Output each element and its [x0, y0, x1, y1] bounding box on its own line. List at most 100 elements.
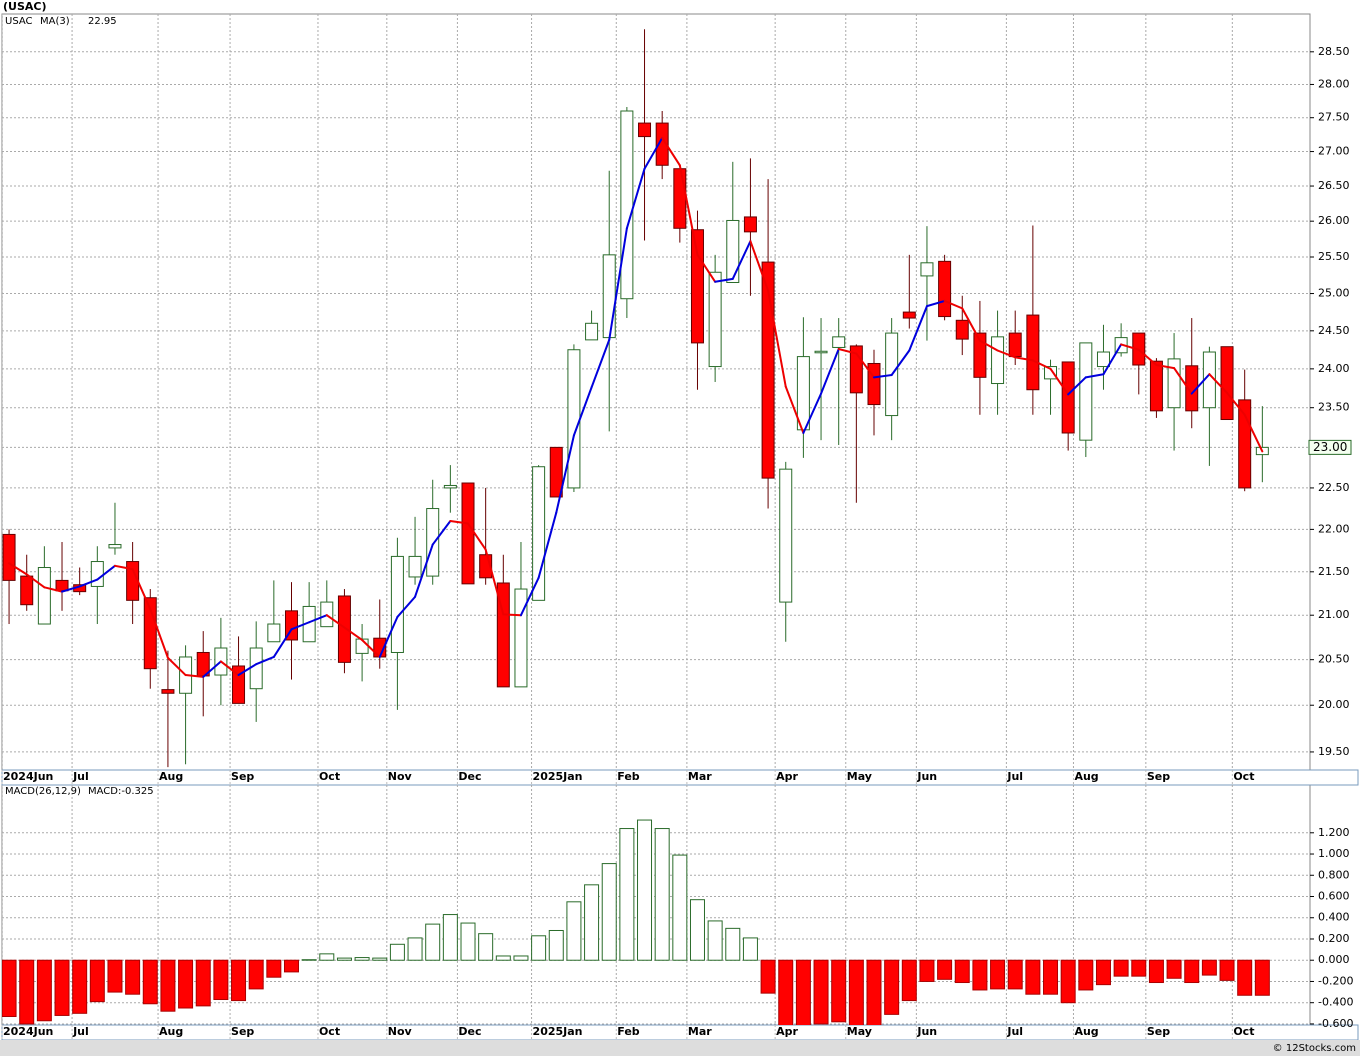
macd-bar — [231, 959, 247, 1002]
y-tick-label: 24.50 — [1318, 324, 1350, 337]
candle-body — [1061, 361, 1075, 434]
ma-line — [996, 349, 1017, 359]
y-tick-label: 1.000 — [1318, 847, 1350, 860]
ma-line — [519, 576, 540, 617]
candle-body — [920, 262, 934, 277]
macd-bar — [637, 819, 653, 961]
macd-title: MACD(26,12,9) — [5, 786, 81, 797]
candle-body — [726, 219, 740, 284]
ma-line — [1120, 343, 1140, 351]
candle-body — [267, 623, 281, 643]
x-tick-label: Nov — [388, 1025, 413, 1038]
x-tick-label: Mar — [688, 770, 712, 783]
candle-body — [390, 555, 404, 653]
ma-line — [325, 614, 346, 629]
candle-body — [514, 588, 528, 688]
macd-bar — [848, 959, 864, 1025]
ma-line — [943, 299, 964, 310]
macd-bar — [283, 959, 299, 973]
candle-body — [567, 349, 581, 489]
ma-line — [590, 338, 611, 389]
macd-bar — [937, 959, 953, 980]
ma-line — [219, 660, 240, 677]
candle-body — [796, 356, 810, 431]
candle-body — [761, 261, 775, 479]
y-tick-label: 21.00 — [1318, 608, 1350, 621]
ma-line — [1190, 373, 1211, 395]
candle-body — [2, 533, 16, 581]
y-tick-label: 28.50 — [1318, 45, 1350, 58]
y-tick-label: 25.00 — [1318, 287, 1350, 300]
macd-bar — [89, 959, 105, 1003]
ma-line — [431, 520, 452, 546]
candle-body — [496, 582, 510, 688]
ma-line — [767, 289, 787, 388]
macd-bar — [107, 959, 123, 993]
macd-bar — [1148, 959, 1164, 984]
x-tick-label: Oct — [319, 770, 340, 783]
ma-line — [113, 564, 134, 571]
ma-line — [784, 385, 805, 434]
y-tick-label: 26.50 — [1318, 179, 1350, 192]
candle-body — [161, 689, 175, 694]
candle-body — [90, 561, 104, 587]
candle-body — [20, 575, 34, 606]
ma-line — [184, 674, 205, 678]
ma-line — [1173, 367, 1193, 395]
macd-bar — [389, 943, 405, 961]
macd-bar — [354, 957, 370, 961]
macd-bar — [866, 959, 882, 1025]
candle-body — [743, 216, 757, 233]
candle-body — [337, 595, 351, 663]
y-tick-label: 23.50 — [1318, 401, 1350, 414]
macd-bar — [566, 901, 582, 961]
y-tick-label: 20.00 — [1318, 698, 1350, 711]
macd-bar — [689, 899, 705, 961]
macd-bar — [531, 935, 547, 961]
macd-bar — [513, 955, 529, 961]
ma-line — [272, 628, 293, 658]
ma-line — [237, 663, 258, 677]
ma-line — [1208, 373, 1229, 394]
y-tick-label: 19.50 — [1318, 745, 1350, 758]
y-tick-label: 26.00 — [1318, 214, 1350, 227]
ma-line — [43, 586, 64, 593]
plot-area — [2, 14, 1310, 770]
legend-symbol: USAC — [5, 16, 33, 27]
ma-line — [802, 392, 823, 434]
ma-line — [414, 543, 434, 598]
ma-line — [361, 638, 381, 658]
ma-line — [1067, 376, 1087, 396]
macd-bar — [601, 863, 617, 961]
ma-line — [1031, 359, 1052, 370]
x-tick-label: Apr — [776, 770, 798, 783]
macd-bar — [831, 959, 847, 1023]
x-tick-label: Aug — [1074, 770, 1098, 783]
ma-line — [343, 626, 364, 641]
candle-body — [973, 332, 987, 378]
ma-line — [484, 548, 505, 616]
candle-body — [867, 362, 881, 406]
candle-body — [249, 647, 263, 690]
macd-bar — [1007, 959, 1023, 990]
macd-bar — [125, 959, 141, 995]
macd-bar — [2, 959, 17, 1018]
ma-line — [555, 434, 575, 514]
ma-line — [1243, 413, 1264, 453]
x-tick-label: Aug — [159, 770, 183, 783]
y-tick-label: 0.800 — [1318, 868, 1350, 881]
macd-bar — [990, 959, 1006, 990]
y-tick-label: 27.00 — [1318, 145, 1350, 158]
ma-line — [502, 613, 522, 617]
y-tick-label: 25.50 — [1318, 250, 1350, 263]
ma-line — [396, 595, 417, 618]
ma-line — [378, 615, 399, 658]
ma-line — [1137, 348, 1158, 367]
y-tick-label: 28.00 — [1318, 77, 1350, 90]
ma-line — [661, 136, 681, 167]
ma-line — [908, 305, 928, 352]
ma-line — [449, 520, 470, 525]
y-tick-label: 20.50 — [1318, 653, 1350, 666]
ma-line — [467, 522, 487, 551]
ma-line — [855, 352, 875, 379]
